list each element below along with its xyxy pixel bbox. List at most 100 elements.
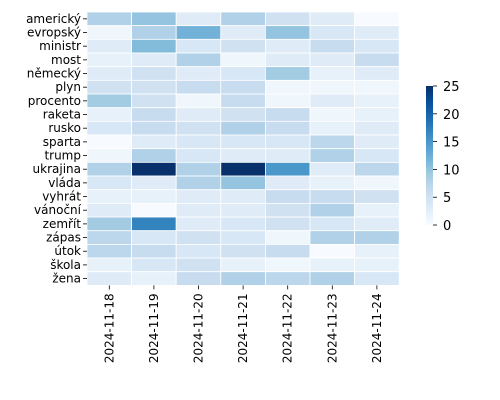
heatmap-cell xyxy=(131,52,177,68)
heatmap-cell xyxy=(131,25,177,40)
heatmap-cell xyxy=(86,148,132,163)
x-tick-label: 2024-11-23 xyxy=(325,293,339,363)
heatmap-cell xyxy=(175,216,222,232)
heatmap-cell xyxy=(264,230,311,245)
heatmap-cell xyxy=(175,148,222,163)
heatmap-cell xyxy=(309,107,355,122)
heatmap-cell xyxy=(264,52,311,68)
heatmap-cell xyxy=(354,11,400,27)
heatmap-cell xyxy=(131,161,177,177)
heatmap-cell xyxy=(220,202,266,218)
heatmap-cell xyxy=(86,25,132,40)
heatmap-cell xyxy=(86,189,132,204)
colorbar-tick-label: 15 xyxy=(443,136,460,151)
heatmap-cell xyxy=(309,257,355,273)
heatmap-cell xyxy=(220,257,266,273)
heatmap-cell xyxy=(131,175,177,191)
heatmap-cell xyxy=(131,202,177,218)
heatmap-cell xyxy=(86,202,132,218)
colorbar-tick-label: 0 xyxy=(443,219,451,234)
heatmap-cell xyxy=(309,161,355,177)
heatmap-cell xyxy=(354,66,400,81)
heatmap-cell xyxy=(309,230,355,245)
heatmap-cell xyxy=(354,134,400,150)
heatmap-cell xyxy=(131,189,177,204)
heatmap-cell xyxy=(354,25,400,40)
y-tick-label: ministr xyxy=(39,39,81,53)
heatmap-cell xyxy=(220,11,266,27)
heatmap-cell xyxy=(175,52,222,68)
heatmap-cell xyxy=(264,120,311,136)
heatmap-cell xyxy=(86,216,132,232)
x-tick-label: 2024-11-18 xyxy=(102,293,116,363)
colorbar-tick-label: 25 xyxy=(443,80,460,95)
heatmap-cell xyxy=(220,271,266,286)
heatmap-cell xyxy=(220,134,266,150)
heatmap-cell xyxy=(264,79,311,95)
y-tick-label: raketa xyxy=(43,108,81,122)
heatmap-cell xyxy=(309,189,355,204)
y-tick-label: vláda xyxy=(48,176,81,190)
heatmap-cell xyxy=(309,216,355,232)
heatmap-cell xyxy=(86,52,132,68)
heatmap-cell xyxy=(175,107,222,122)
heatmap-cell xyxy=(131,148,177,163)
heatmap-cell xyxy=(354,161,400,177)
heatmap-cell xyxy=(309,120,355,136)
heatmap-cell xyxy=(131,93,177,109)
heatmap-cell xyxy=(86,175,132,191)
heatmap-cell xyxy=(354,38,400,54)
heatmap-cell xyxy=(175,189,222,204)
y-tick-label: zemřít xyxy=(43,217,82,231)
y-tick-label: vánoční xyxy=(34,203,82,217)
heatmap-cell xyxy=(354,148,400,163)
heatmap-cell xyxy=(220,52,266,68)
x-tick-label: 2024-11-21 xyxy=(236,293,250,363)
heatmap-cell xyxy=(86,66,132,81)
heatmap-cell xyxy=(175,79,222,95)
heatmap-cell xyxy=(131,38,177,54)
heatmap-cell xyxy=(220,230,266,245)
y-tick-label: sparta xyxy=(43,135,81,149)
heatmap-cell xyxy=(309,79,355,95)
x-tick-label: 2024-11-19 xyxy=(147,293,161,363)
heatmap-cell xyxy=(220,175,266,191)
heatmap-cell xyxy=(86,243,132,259)
x-axis-labels: 2024-11-18 2024-11-19 2024-11-20 2024-11-21… xyxy=(102,285,384,363)
heatmap-cell xyxy=(131,257,177,273)
heatmap-cell xyxy=(264,148,311,163)
heatmap-cell xyxy=(86,11,132,27)
heatmap-cell xyxy=(309,66,355,81)
heatmap-cell xyxy=(175,134,222,150)
heatmap-cell xyxy=(86,134,132,150)
heatmap-cell xyxy=(309,148,355,163)
heatmap-cell xyxy=(220,189,266,204)
heatmap-cell xyxy=(309,38,355,54)
heatmap-cell xyxy=(175,38,222,54)
heatmap-cell xyxy=(354,93,400,109)
heatmap-cell xyxy=(175,93,222,109)
y-tick-label: ukrajina xyxy=(33,162,81,176)
heatmap-cell xyxy=(354,107,400,122)
heatmap-cell xyxy=(86,257,132,273)
heatmap-cell xyxy=(175,11,222,27)
heatmap-cell xyxy=(175,120,222,136)
heatmap-cell xyxy=(264,271,311,286)
heatmap-cell xyxy=(264,93,311,109)
y-tick-label: americký xyxy=(26,12,81,26)
heatmap-cell xyxy=(264,107,311,122)
y-tick-label: škola xyxy=(50,258,81,272)
heatmap-cell xyxy=(86,161,132,177)
heatmap-cell xyxy=(309,52,355,68)
x-tick-label: 2024-11-22 xyxy=(281,293,295,363)
heatmap-cell xyxy=(86,107,132,122)
heatmap-cell xyxy=(264,161,311,177)
heatmap-cell xyxy=(175,257,222,273)
heatmap-cell xyxy=(220,25,266,40)
heatmap-cell xyxy=(175,202,222,218)
heatmap-cell xyxy=(264,243,311,259)
heatmap-cell xyxy=(175,271,222,286)
y-tick-label: plyn xyxy=(55,80,81,94)
heatmap-cell xyxy=(131,271,177,286)
heatmap-cell xyxy=(309,11,355,27)
